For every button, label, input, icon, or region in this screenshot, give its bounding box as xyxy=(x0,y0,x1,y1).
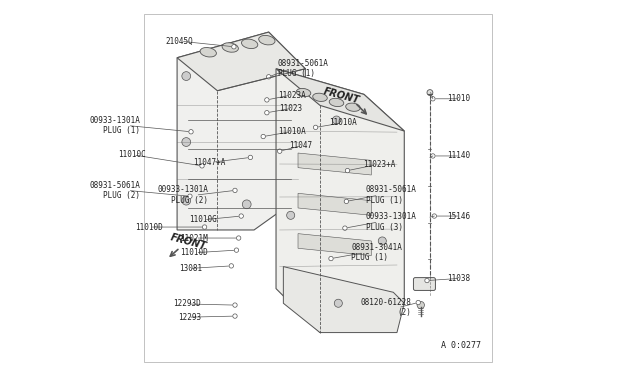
Ellipse shape xyxy=(346,103,360,111)
Circle shape xyxy=(182,72,191,80)
Text: 11047+A: 11047+A xyxy=(193,158,225,167)
Text: 11010D: 11010D xyxy=(134,222,163,231)
Polygon shape xyxy=(276,69,404,333)
Text: 11023: 11023 xyxy=(279,104,302,113)
Circle shape xyxy=(425,278,429,283)
Text: FRONT: FRONT xyxy=(169,232,207,251)
Circle shape xyxy=(286,174,295,183)
Polygon shape xyxy=(284,267,404,333)
Circle shape xyxy=(200,164,204,168)
Circle shape xyxy=(233,303,237,307)
Circle shape xyxy=(234,248,239,252)
Text: 11010D: 11010D xyxy=(180,248,208,257)
Circle shape xyxy=(233,188,237,193)
Circle shape xyxy=(239,214,243,218)
Circle shape xyxy=(314,125,318,129)
Circle shape xyxy=(432,214,436,218)
Circle shape xyxy=(329,256,333,261)
Circle shape xyxy=(334,299,342,307)
Polygon shape xyxy=(276,69,404,131)
Ellipse shape xyxy=(329,98,344,106)
Text: 12293: 12293 xyxy=(178,313,201,322)
Text: 08931-5061A
PLUG (2): 08931-5061A PLUG (2) xyxy=(90,181,140,200)
Text: 08120-61228
(2): 08120-61228 (2) xyxy=(360,298,411,317)
Circle shape xyxy=(229,264,234,268)
Text: A 0:0277: A 0:0277 xyxy=(441,341,481,350)
Text: 11021M: 11021M xyxy=(180,234,208,243)
Circle shape xyxy=(344,199,349,203)
Circle shape xyxy=(287,211,294,219)
Text: 15146: 15146 xyxy=(447,212,470,221)
Polygon shape xyxy=(177,32,305,230)
Text: 00933-1301A
PLUG (3): 00933-1301A PLUG (3) xyxy=(366,212,417,232)
Circle shape xyxy=(266,75,271,79)
Circle shape xyxy=(416,300,420,305)
Circle shape xyxy=(265,98,269,102)
Text: FRONT: FRONT xyxy=(322,87,360,106)
Text: 11010A: 11010A xyxy=(278,127,306,136)
Polygon shape xyxy=(298,234,371,256)
Ellipse shape xyxy=(222,43,238,52)
Text: 11010G: 11010G xyxy=(189,215,217,224)
Ellipse shape xyxy=(241,39,258,49)
Circle shape xyxy=(417,301,424,309)
Text: 11010: 11010 xyxy=(447,94,470,103)
Circle shape xyxy=(202,225,207,229)
Circle shape xyxy=(261,134,266,139)
Circle shape xyxy=(278,149,282,153)
Circle shape xyxy=(427,90,433,96)
Circle shape xyxy=(265,110,269,115)
Circle shape xyxy=(346,169,349,173)
Text: 21045Q: 21045Q xyxy=(166,37,193,46)
Text: 08931-5061A
PLUG (1): 08931-5061A PLUG (1) xyxy=(366,186,417,205)
Text: 00933-1301A
PLUG (2): 00933-1301A PLUG (2) xyxy=(157,186,208,205)
Text: 11010A: 11010A xyxy=(329,118,357,128)
Polygon shape xyxy=(298,193,371,215)
Circle shape xyxy=(378,237,387,245)
Ellipse shape xyxy=(259,35,275,45)
Circle shape xyxy=(182,138,191,147)
Ellipse shape xyxy=(200,48,216,57)
Circle shape xyxy=(431,97,435,101)
Polygon shape xyxy=(298,153,371,175)
Circle shape xyxy=(332,116,340,124)
Text: 11023A: 11023A xyxy=(278,91,306,100)
Text: 11023+A: 11023+A xyxy=(364,160,396,169)
Circle shape xyxy=(236,236,241,240)
Text: 13081: 13081 xyxy=(179,264,202,273)
Text: 11140: 11140 xyxy=(447,151,470,160)
Circle shape xyxy=(182,196,191,205)
Text: 08931-3041A
PLUG (1): 08931-3041A PLUG (1) xyxy=(351,243,402,262)
Circle shape xyxy=(189,129,193,134)
Text: 08931-5061A
PLUG (1): 08931-5061A PLUG (1) xyxy=(278,59,329,78)
Text: 11047: 11047 xyxy=(289,141,312,150)
Circle shape xyxy=(342,226,347,230)
Text: 12293D: 12293D xyxy=(173,299,201,308)
Circle shape xyxy=(431,154,435,158)
Ellipse shape xyxy=(313,93,327,102)
FancyBboxPatch shape xyxy=(413,278,435,291)
Text: 00933-1301A
PLUG (1): 00933-1301A PLUG (1) xyxy=(90,116,140,135)
Circle shape xyxy=(188,194,192,198)
Circle shape xyxy=(243,200,251,209)
Polygon shape xyxy=(177,32,305,91)
Text: 11038: 11038 xyxy=(447,274,470,283)
Circle shape xyxy=(346,204,353,212)
Ellipse shape xyxy=(296,89,311,97)
Circle shape xyxy=(248,155,253,160)
Circle shape xyxy=(233,314,237,318)
Circle shape xyxy=(232,45,236,49)
Text: 11010C: 11010C xyxy=(118,150,146,159)
